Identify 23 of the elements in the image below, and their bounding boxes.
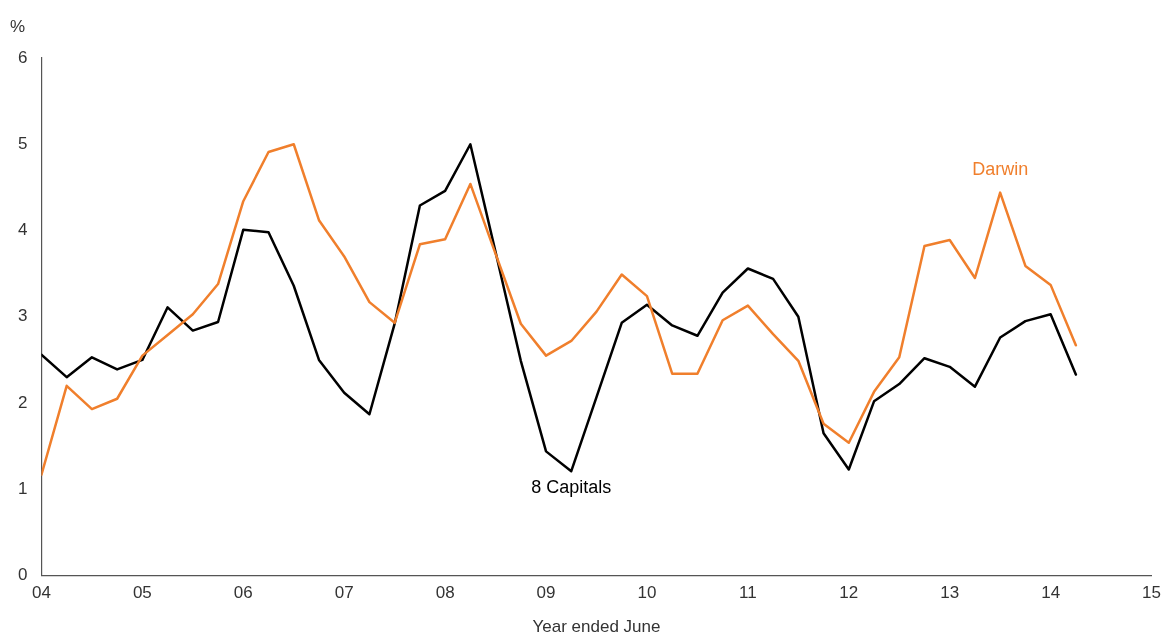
x-tick-label: 14 bbox=[1041, 583, 1061, 603]
y-tick-label: 0 bbox=[17, 565, 28, 585]
series-label: 8 Capitals bbox=[531, 477, 612, 498]
y-axis-title: % bbox=[10, 17, 26, 36]
x-tick-label: 07 bbox=[334, 583, 354, 603]
x-tick-label: 04 bbox=[31, 583, 51, 603]
x-tick-label: 15 bbox=[1142, 583, 1162, 603]
x-tick-label: 06 bbox=[233, 583, 253, 603]
x-tick-label: 08 bbox=[435, 583, 455, 603]
x-tick-label: 13 bbox=[940, 583, 960, 603]
x-tick-label: 05 bbox=[132, 583, 152, 603]
y-tick-label: 3 bbox=[17, 306, 28, 326]
y-tick-label: 4 bbox=[17, 220, 28, 240]
series-label: Darwin bbox=[972, 158, 1029, 179]
y-tick-label: 2 bbox=[17, 392, 28, 412]
x-axis-title: Year ended June bbox=[532, 617, 661, 636]
x-tick-label: 10 bbox=[637, 583, 657, 603]
x-tick-label: 11 bbox=[739, 583, 757, 603]
y-tick-label: 6 bbox=[17, 47, 28, 67]
x-tick-label: 12 bbox=[839, 583, 859, 603]
y-tick-label: 1 bbox=[17, 479, 28, 499]
y-tick-label: 5 bbox=[17, 133, 28, 153]
x-tick-label: 09 bbox=[536, 583, 556, 603]
